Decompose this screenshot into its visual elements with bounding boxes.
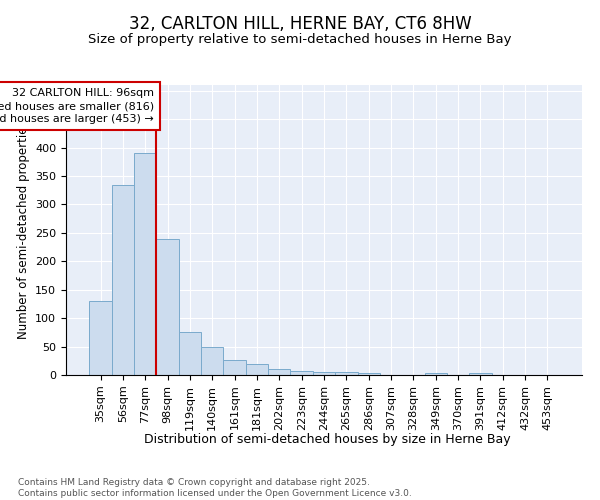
Bar xyxy=(469,372,491,375)
Bar xyxy=(268,370,290,375)
Bar xyxy=(335,372,358,375)
Bar xyxy=(313,372,335,375)
Bar xyxy=(134,153,157,375)
Text: Size of property relative to semi-detached houses in Herne Bay: Size of property relative to semi-detach… xyxy=(88,32,512,46)
Bar xyxy=(89,301,112,375)
Bar xyxy=(179,332,201,375)
Bar xyxy=(246,364,268,375)
Text: 32, CARLTON HILL, HERNE BAY, CT6 8HW: 32, CARLTON HILL, HERNE BAY, CT6 8HW xyxy=(128,15,472,33)
Text: Distribution of semi-detached houses by size in Herne Bay: Distribution of semi-detached houses by … xyxy=(143,432,511,446)
Bar xyxy=(157,238,179,375)
Bar xyxy=(425,372,447,375)
Bar xyxy=(290,371,313,375)
Y-axis label: Number of semi-detached properties: Number of semi-detached properties xyxy=(17,120,29,340)
Bar xyxy=(112,184,134,375)
Bar xyxy=(201,346,223,375)
Bar xyxy=(223,360,246,375)
Text: 32 CARLTON HILL: 96sqm
← 64% of semi-detached houses are smaller (816)
35% of se: 32 CARLTON HILL: 96sqm ← 64% of semi-det… xyxy=(0,88,154,124)
Bar xyxy=(358,372,380,375)
Text: Contains HM Land Registry data © Crown copyright and database right 2025.
Contai: Contains HM Land Registry data © Crown c… xyxy=(18,478,412,498)
